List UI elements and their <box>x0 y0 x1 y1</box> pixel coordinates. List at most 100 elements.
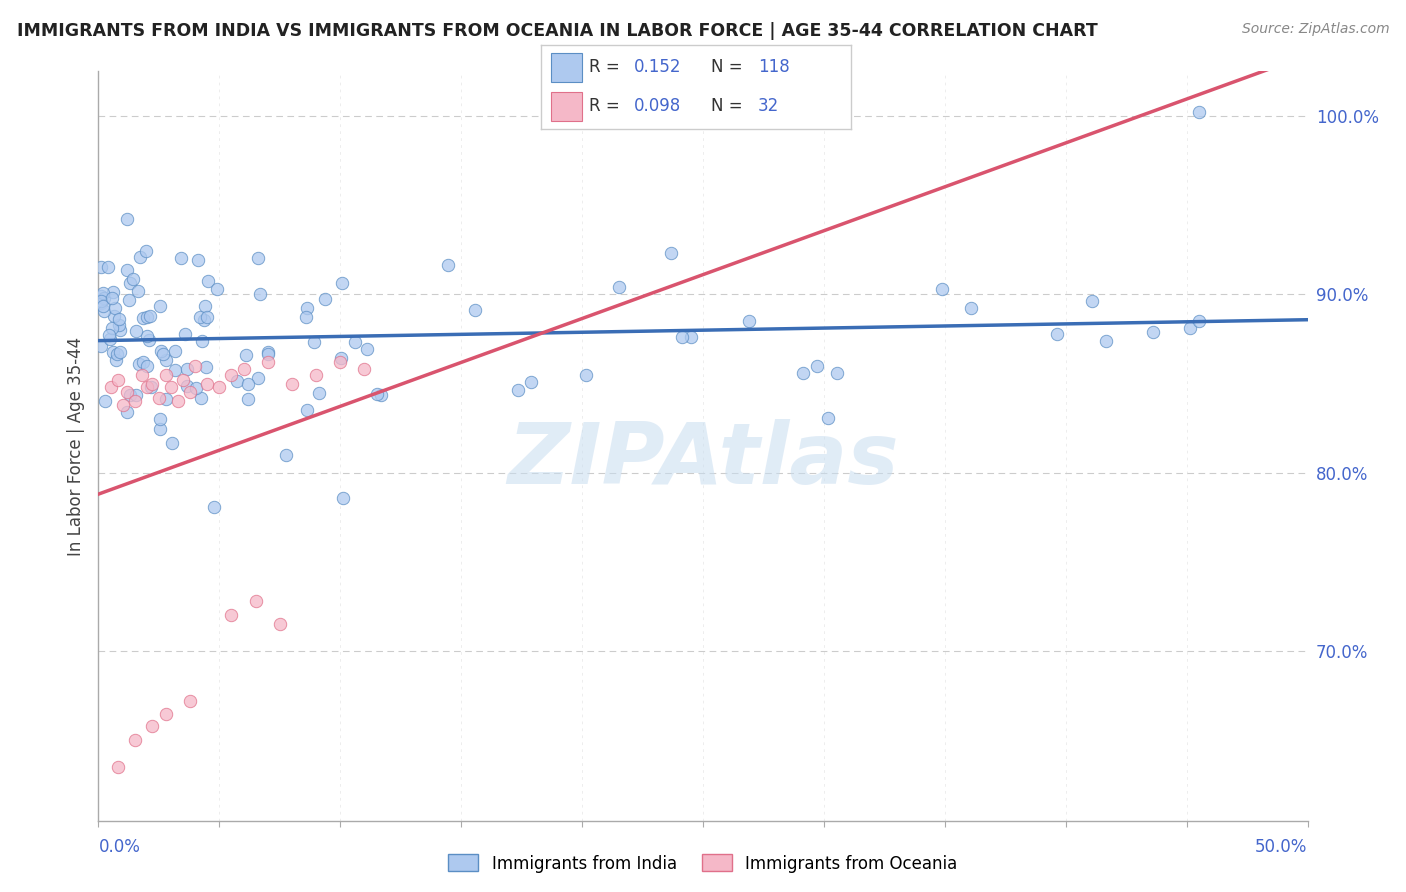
Point <box>193 312 215 326</box>
Point <box>314 292 336 306</box>
Point <box>121 271 143 285</box>
Point <box>149 299 172 313</box>
Point <box>437 258 460 272</box>
Point <box>330 351 353 365</box>
Bar <box>551 54 582 82</box>
Point <box>247 371 270 385</box>
Point <box>1094 334 1116 349</box>
Point <box>167 394 190 409</box>
Point <box>163 343 186 358</box>
Point <box>176 378 198 392</box>
Point <box>194 299 217 313</box>
Point <box>155 392 177 406</box>
Point <box>131 368 153 382</box>
Text: 0.098: 0.098 <box>634 97 682 115</box>
Point <box>344 335 367 350</box>
Point <box>187 252 209 267</box>
Point <box>120 276 142 290</box>
Point <box>671 330 693 344</box>
Point <box>101 291 124 305</box>
Point <box>247 252 270 266</box>
Text: N =: N = <box>711 97 742 115</box>
Point <box>235 348 257 362</box>
Y-axis label: In Labor Force | Age 35-44: In Labor Force | Age 35-44 <box>66 336 84 556</box>
Point <box>245 594 267 608</box>
Text: R =: R = <box>589 97 620 115</box>
Point <box>1142 325 1164 339</box>
Point <box>90 289 112 303</box>
Point <box>257 347 280 361</box>
Point <box>188 310 211 325</box>
Point <box>931 282 953 296</box>
Point <box>155 706 177 721</box>
Point <box>103 310 125 324</box>
Point <box>117 385 139 400</box>
Point <box>100 380 122 394</box>
Point <box>136 310 159 325</box>
Point <box>366 387 388 401</box>
Point <box>304 335 326 350</box>
Point <box>464 302 486 317</box>
Point <box>1188 105 1211 120</box>
Point <box>332 491 354 505</box>
Point <box>132 311 155 326</box>
Point <box>508 384 530 398</box>
Point <box>195 376 218 391</box>
Point <box>101 345 124 359</box>
Point <box>806 359 828 374</box>
Point <box>120 388 142 402</box>
Point <box>520 375 543 389</box>
Point <box>162 436 184 450</box>
Point <box>191 334 214 348</box>
Point <box>124 733 146 747</box>
Point <box>174 327 197 342</box>
Point <box>208 380 231 394</box>
Point <box>108 312 131 326</box>
Point <box>172 373 194 387</box>
Text: R =: R = <box>589 59 620 77</box>
Point <box>136 329 159 343</box>
Point <box>190 391 212 405</box>
Point <box>184 359 207 373</box>
Point <box>90 260 112 274</box>
Point <box>107 760 129 774</box>
Point <box>135 380 157 394</box>
Point <box>269 617 291 632</box>
Point <box>152 347 174 361</box>
Point <box>194 359 217 374</box>
Point <box>149 421 172 435</box>
Point <box>105 347 128 361</box>
Text: 0.0%: 0.0% <box>98 838 141 856</box>
Text: ZIPAtlas: ZIPAtlas <box>508 419 898 502</box>
Point <box>681 329 703 343</box>
Point <box>93 393 115 408</box>
Point <box>205 283 228 297</box>
Point <box>128 358 150 372</box>
Point <box>1081 294 1104 309</box>
Point <box>139 379 162 393</box>
Point <box>148 391 170 405</box>
Point <box>165 362 187 376</box>
Text: 50.0%: 50.0% <box>1256 838 1308 856</box>
Point <box>274 448 297 462</box>
Point <box>104 301 127 315</box>
Point <box>202 500 225 515</box>
Point <box>127 285 149 299</box>
Point <box>256 355 278 369</box>
Point <box>295 402 318 417</box>
Bar <box>551 92 582 120</box>
Text: N =: N = <box>711 59 742 77</box>
Point <box>118 293 141 308</box>
Point <box>108 318 131 332</box>
Point <box>101 285 124 299</box>
Point <box>110 344 132 359</box>
Point <box>93 299 115 313</box>
Point <box>1188 314 1211 328</box>
Point <box>959 301 981 315</box>
Point <box>125 324 148 338</box>
Point <box>128 250 150 264</box>
Point <box>90 295 112 310</box>
Point <box>221 608 243 623</box>
Point <box>827 366 849 380</box>
Point <box>609 280 631 294</box>
